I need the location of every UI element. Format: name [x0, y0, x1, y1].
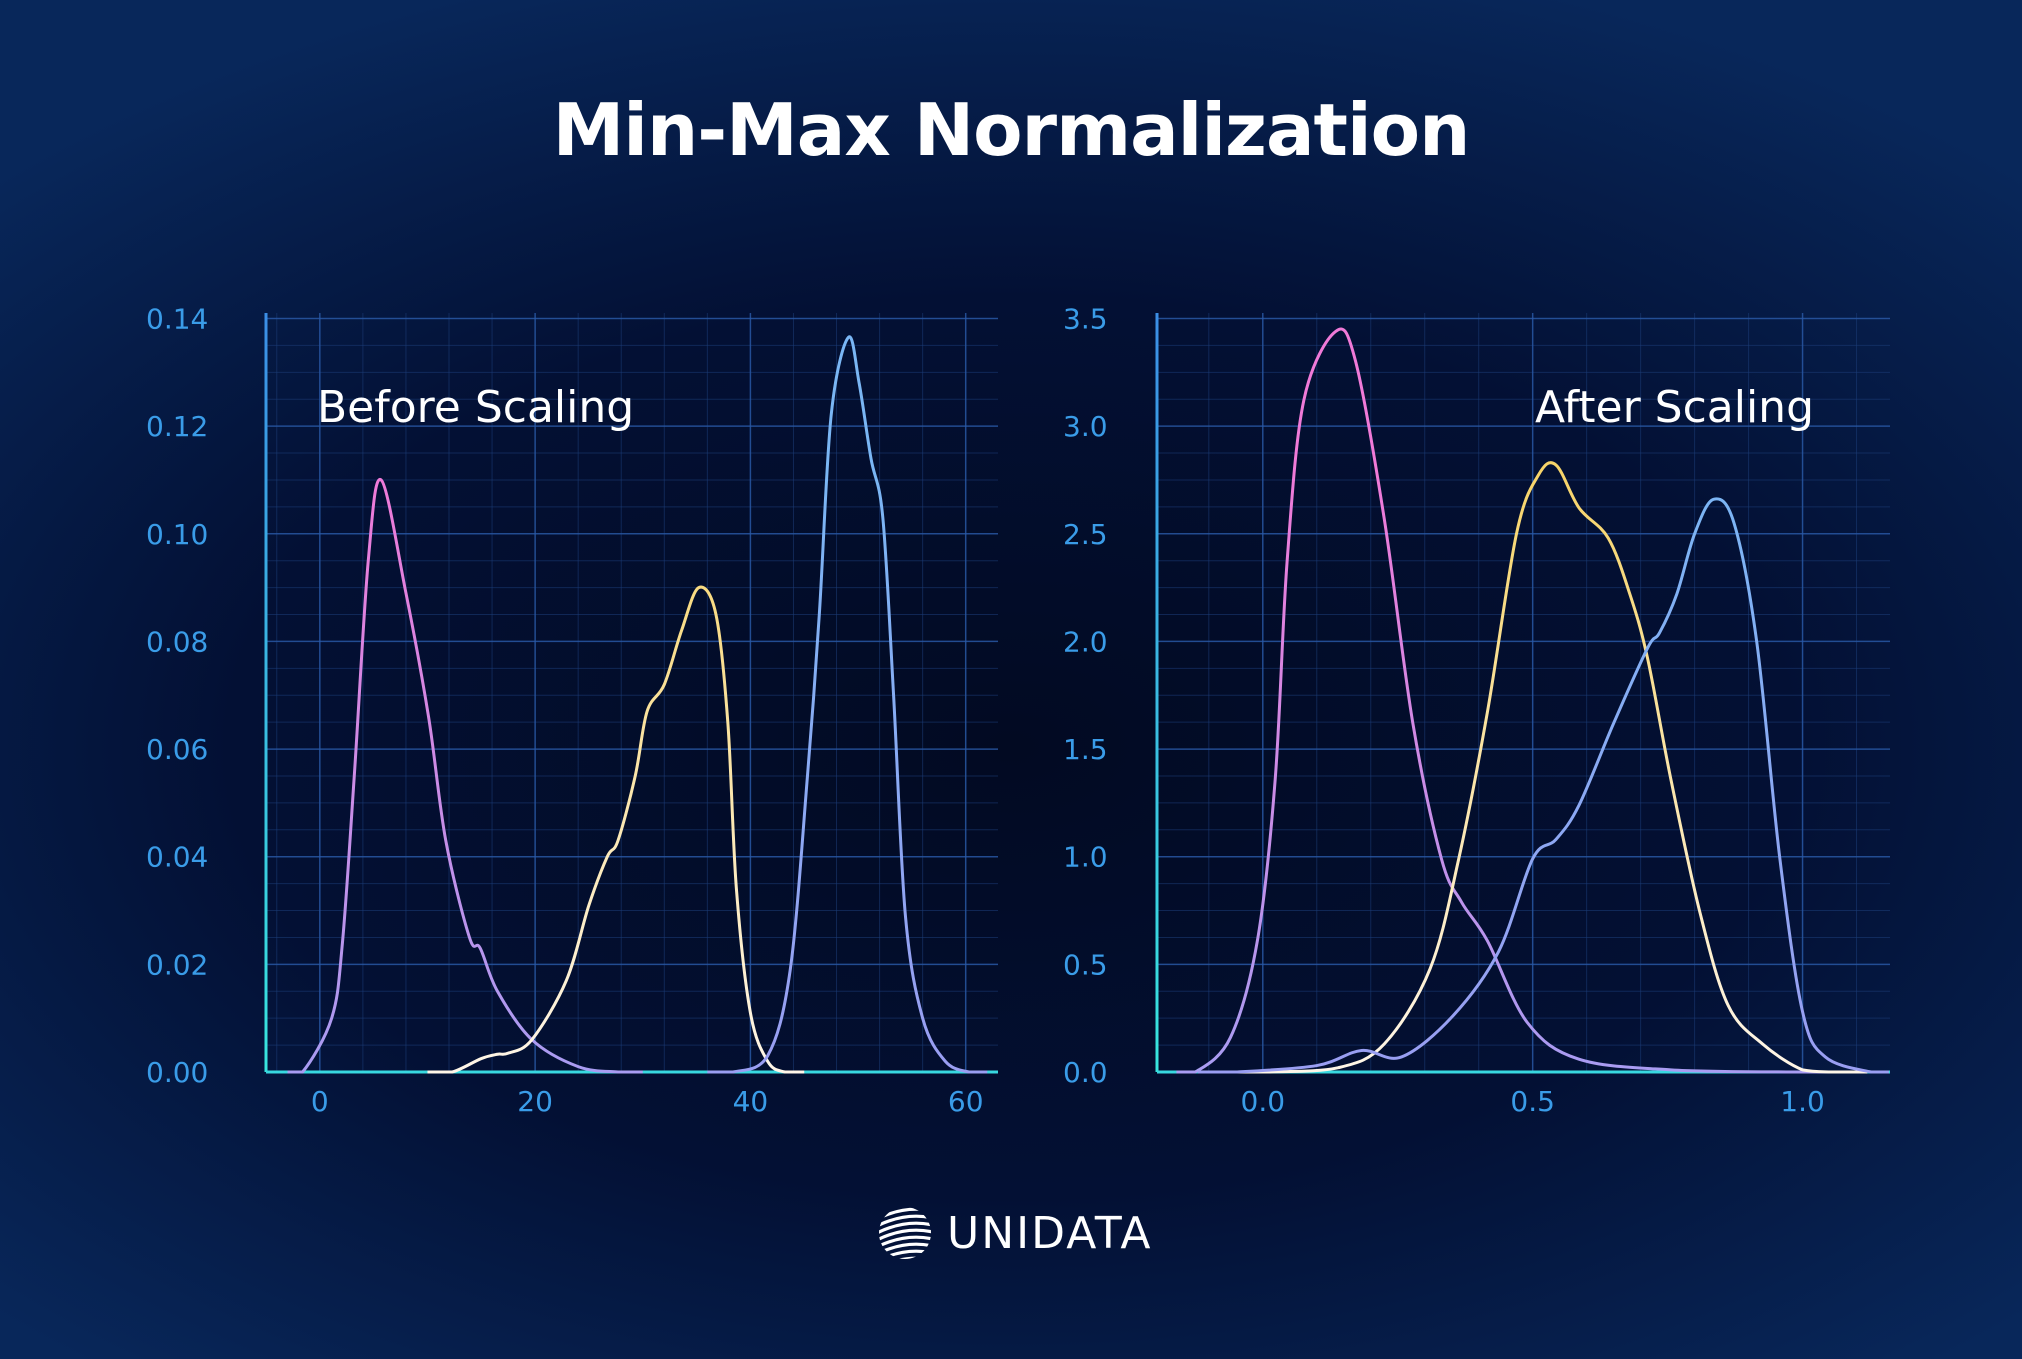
y-tick-label: 0.14 [146, 303, 208, 336]
density-curve-3 [707, 335, 988, 1074]
y-tick-label: 3.0 [1063, 410, 1108, 443]
y-tick-label: 0.5 [1063, 948, 1108, 981]
y-tick-label: 0.0 [1063, 1056, 1108, 1089]
density-curve-1 [287, 478, 643, 1074]
x-tick-label: 0 [311, 1085, 329, 1118]
y-tick-label: 0.10 [146, 518, 208, 551]
y-tick-label: 0.12 [146, 410, 208, 443]
y-tick-label: 3.5 [1063, 303, 1108, 336]
y-tick-label: 0.06 [146, 733, 208, 766]
x-tick-label: 60 [948, 1085, 984, 1118]
density-curve-2 [1208, 461, 1868, 1074]
x-tick-label: 20 [517, 1085, 553, 1118]
y-tick-label: 0.00 [146, 1056, 208, 1089]
page-title: Min-Max Normalization [552, 88, 1471, 172]
y-tick-label: 0.08 [146, 625, 208, 658]
chart-label: Before Scaling [317, 382, 634, 433]
y-tick-label: 1.0 [1063, 841, 1108, 874]
x-tick-label: 1.0 [1780, 1085, 1825, 1118]
density-curve-1 [1176, 327, 1857, 1074]
after-scaling-chart: 0.0 0.5 1.0 1.5 2.0 2.5 3.0 3.5 0.0 0.5 1.0 After S… [1063, 303, 1890, 1118]
y-tick-label: 2.5 [1063, 518, 1108, 551]
y-tick-label: 2.0 [1063, 625, 1108, 658]
y-tick-label: 0.04 [146, 841, 208, 874]
density-curve-2 [427, 585, 805, 1074]
before-scaling-chart: 0.00 0.02 0.04 0.06 0.08 0.10 0.12 0.14 0 20 40 60 B… [146, 303, 998, 1118]
striped-globe-icon [879, 1207, 931, 1259]
logo-text: UNIDATA [947, 1207, 1153, 1259]
y-tick-label: 0.02 [146, 948, 208, 981]
logo: UNIDATA [877, 1205, 1152, 1261]
x-tick-label: 0.0 [1241, 1085, 1286, 1118]
x-tick-label: 40 [733, 1085, 769, 1118]
chart-label: After Scaling [1535, 382, 1814, 433]
x-tick-label: 0.5 [1510, 1085, 1555, 1118]
density-curve-3 [1198, 497, 1889, 1074]
y-tick-label: 1.5 [1063, 733, 1108, 766]
